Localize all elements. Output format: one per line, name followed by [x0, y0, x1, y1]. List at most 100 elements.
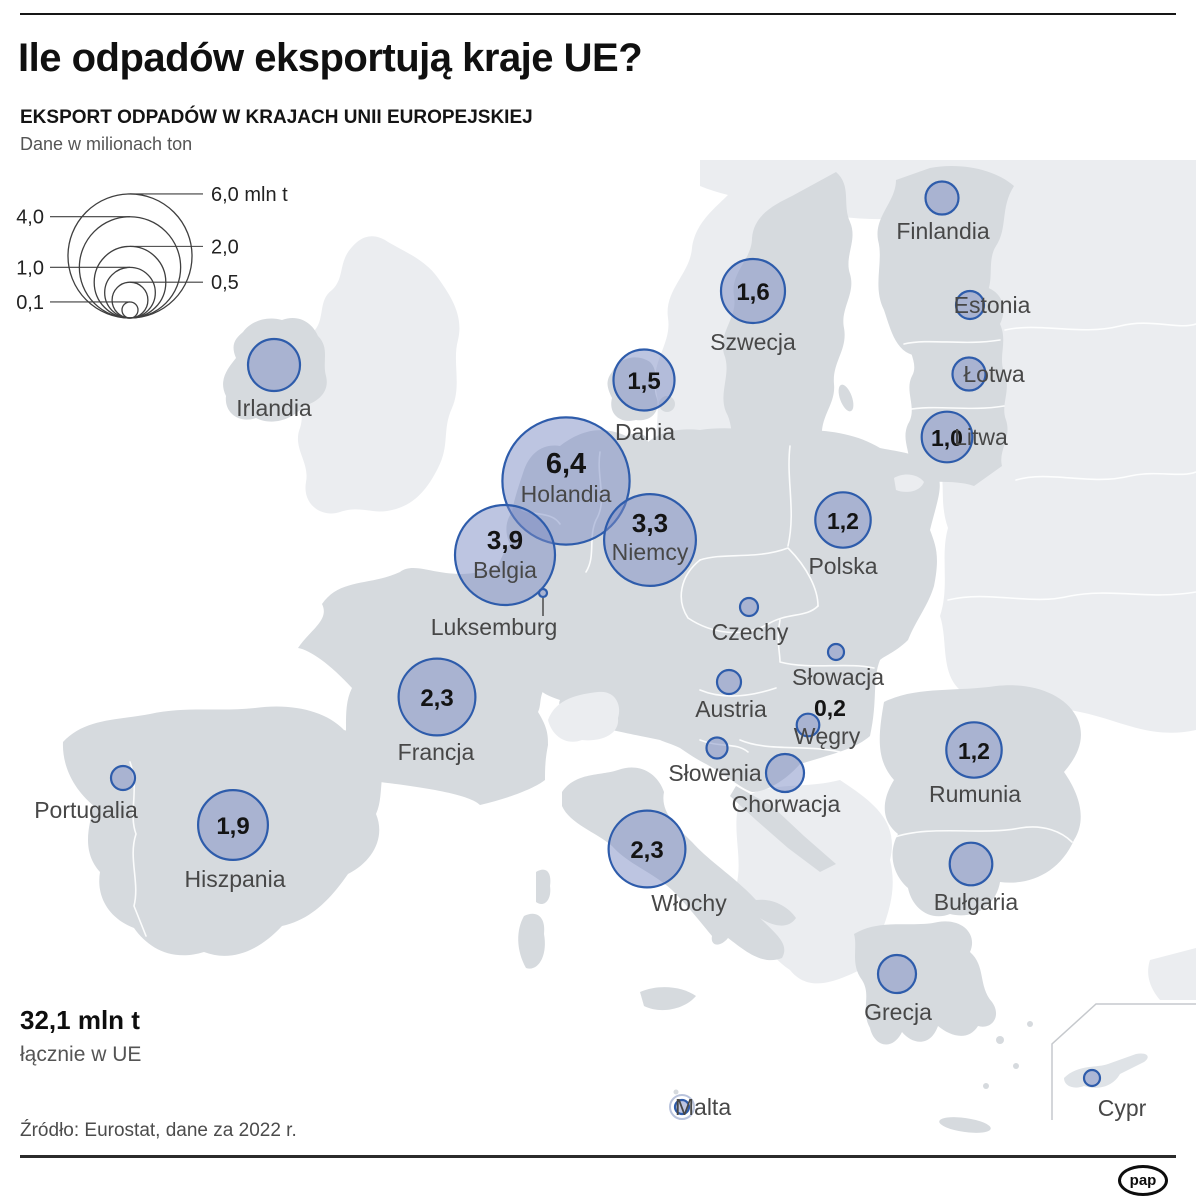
- value-label: 3,9: [487, 525, 523, 555]
- country-label: Belgia: [473, 557, 537, 583]
- country-label: Hiszpania: [185, 866, 286, 892]
- bubble-grecja: Grecja: [864, 953, 932, 1025]
- bubble-lotwa: Łotwa: [951, 356, 1025, 392]
- country-label: Luksemburg: [431, 614, 558, 640]
- bubble-circle: [197, 788, 270, 861]
- value-label: 2,3: [420, 685, 453, 712]
- bubble-circle: [612, 348, 676, 412]
- legend-label: 2,0: [211, 236, 239, 258]
- bubble-circle: [920, 410, 974, 464]
- bubble-czechy: Czechy: [712, 596, 789, 645]
- country-label: Łotwa: [963, 361, 1025, 387]
- legend-circle: [121, 301, 139, 319]
- legend-circle: [111, 281, 149, 319]
- bubble-circle: [1082, 1068, 1102, 1088]
- value-label: 0,2: [814, 695, 846, 721]
- bubble-francja: 2,3 Francja: [397, 657, 477, 765]
- value-label: 1,2: [827, 508, 859, 534]
- value-label: 1,9: [216, 813, 249, 840]
- bubble-estonia: Estonia: [954, 289, 1031, 321]
- bubble-circle: [673, 1098, 691, 1116]
- bubble-circle: [501, 416, 631, 546]
- bubble-circle: [954, 289, 986, 321]
- bubble-circle: [719, 257, 787, 325]
- bubble-polska: 1,2 Polska: [808, 491, 878, 579]
- bubble-circle: [738, 596, 760, 618]
- value-label: 6,4: [546, 448, 586, 480]
- value-label: 1,5: [627, 368, 660, 395]
- bubble-circle: [537, 587, 549, 599]
- country-label: Malta: [675, 1094, 731, 1120]
- bubble-hiszpania: 1,9 Hiszpania: [185, 788, 286, 892]
- value-label: 1,2: [958, 738, 990, 764]
- bubble-slowacja: Słowacja: [792, 642, 884, 690]
- country-label: Słowacja: [792, 664, 884, 690]
- bubble-circle: [397, 657, 477, 737]
- country-label: Węgry: [794, 723, 861, 749]
- bubble-circle: [246, 337, 302, 393]
- bubble-wlochy: 2,3 Włochy: [607, 809, 727, 916]
- country-label: Słowenia: [668, 760, 762, 786]
- legend-label: 0,5: [211, 272, 239, 294]
- bubble-rumunia: 1,2 Rumunia: [929, 721, 1021, 807]
- bubble-circle: [814, 491, 872, 549]
- page-title: Ile odpadów eksportują kraje UE?: [18, 36, 643, 80]
- bubble-circle: [951, 356, 987, 392]
- total-value: 32,1 mln t: [20, 1005, 140, 1035]
- size-legend: 6,0 mln t 4,0 2,0 1,0 0,5 0,1: [16, 184, 288, 319]
- legend-label: 1,0: [16, 257, 44, 279]
- eu-landmass: [62, 166, 1081, 1133]
- bubble-irlandia: Irlandia: [236, 337, 312, 421]
- country-label: Włochy: [651, 890, 727, 916]
- bubble-circle: [607, 809, 687, 889]
- top-rule: [20, 13, 1176, 15]
- bubble-circle: [876, 953, 918, 995]
- country-label: Estonia: [954, 292, 1031, 318]
- value-label: 3,3: [632, 508, 668, 538]
- country-label: Bułgaria: [934, 889, 1019, 915]
- bubble-circle: [924, 180, 960, 216]
- cyprus-inset: [1052, 1004, 1196, 1160]
- bubble-slowenia: Słowenia: [668, 736, 762, 786]
- unit-note: Dane w milionach ton: [20, 134, 193, 154]
- value-label: 1,0: [931, 425, 963, 451]
- bubble-circle: [764, 752, 806, 794]
- bubble-circle: [826, 642, 846, 662]
- bubble-circle: [795, 712, 821, 738]
- bubble-austria: Austria: [695, 668, 767, 722]
- legend-circle: [67, 193, 193, 319]
- country-label: Irlandia: [236, 395, 312, 421]
- legend-label: 6,0 mln t: [211, 184, 288, 206]
- country-label: Cypr: [1098, 1095, 1147, 1121]
- value-label: 2,3: [630, 837, 663, 864]
- bubble-circle: [453, 503, 557, 607]
- bubble-circle: [602, 493, 697, 588]
- value-label: 1,6: [736, 279, 769, 306]
- bubble-circle: [109, 764, 137, 792]
- legend-label: 4,0: [16, 207, 44, 229]
- country-label: Grecja: [864, 999, 932, 1025]
- country-label: Chorwacja: [732, 791, 841, 817]
- map-overlays: [129, 322, 1196, 1160]
- bubble-circle: [945, 721, 1003, 779]
- bubbles: Finlandia1,6SzwecjaEstoniaŁotwa1,0Litwa1…: [34, 180, 1147, 1121]
- legend-circle: [104, 266, 156, 319]
- bubble-szwecja: 1,6 Szwecja: [710, 257, 796, 355]
- bubble-chorwacja: Chorwacja: [732, 752, 841, 817]
- country-label: Francja: [398, 739, 475, 765]
- country-label: Litwa: [954, 424, 1008, 450]
- total-caption: łącznie w UE: [20, 1043, 142, 1066]
- country-label: Holandia: [521, 481, 612, 507]
- source-note: Źródło: Eurostat, dane za 2022 r.: [20, 1120, 297, 1141]
- bubble-luksemburg: Luksemburg: [431, 587, 558, 640]
- country-label: Austria: [695, 696, 767, 722]
- bubble-finlandia: Finlandia: [896, 180, 990, 244]
- country-label: Czechy: [712, 619, 789, 645]
